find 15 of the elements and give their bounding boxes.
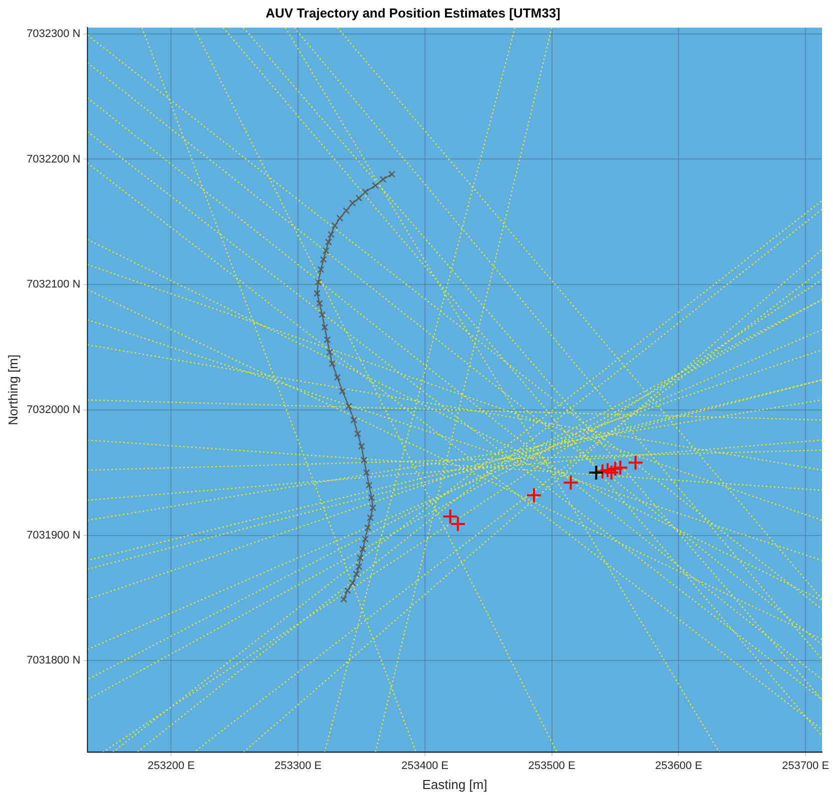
x-tick-label: 253200 E xyxy=(148,760,195,772)
y-tick-label: 7031800 N xyxy=(26,654,80,667)
chart-title: AUV Trajectory and Position Estimates [UTM33] xyxy=(266,5,560,20)
x-axis-title: Easting [m] xyxy=(422,776,488,792)
x-tick-label: 253600 E xyxy=(655,760,702,772)
x-tick-label: 253400 E xyxy=(401,760,448,772)
y-axis-title: Northing [m] xyxy=(5,354,20,426)
x-tick-label: 253500 E xyxy=(528,760,576,772)
y-tick-label: 7031900 N xyxy=(26,529,80,542)
y-tick-label: 7032200 N xyxy=(26,153,80,166)
x-tick-label: 253700 E xyxy=(782,760,830,772)
y-tick-label: 7032300 N xyxy=(26,28,80,40)
y-tick-label: 7032100 N xyxy=(26,278,80,291)
x-tick-label: 253300 E xyxy=(274,760,322,772)
y-tick-label: 7032000 N xyxy=(26,404,80,416)
